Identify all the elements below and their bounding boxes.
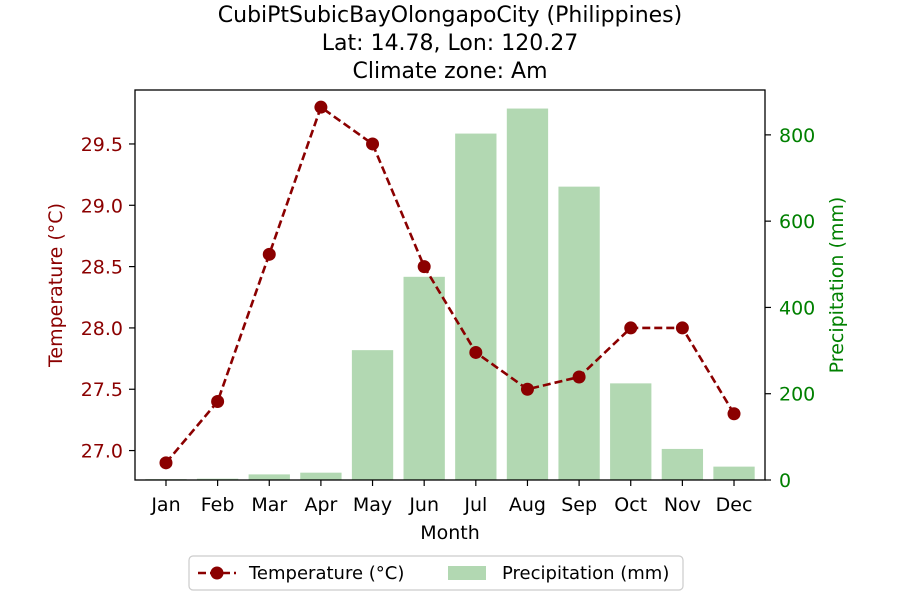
plot-frame (134, 89, 766, 481)
precipitation-bar (403, 276, 445, 480)
precipitation-bar (300, 472, 342, 480)
precipitation-bar (455, 133, 497, 481)
precipitation-tick-label: 200 (779, 384, 815, 406)
month-tick-label: Oct (614, 494, 647, 516)
legend: Temperature (°C) Precipitation (mm) (188, 555, 684, 591)
precipitation-tick-label: 0 (779, 470, 791, 492)
legend-box (188, 555, 684, 591)
temperature-point (469, 345, 483, 359)
title-line: CubiPtSubicBayOlongapoCity (Philippines) (218, 3, 682, 28)
temperature-tick-label: 28.0 (81, 318, 123, 340)
temperature-point (520, 382, 534, 396)
legend-temperature-marker (210, 566, 224, 580)
precipitation-bar (713, 466, 755, 480)
precipitation-bar (506, 108, 549, 480)
precipitation-axis-label: Precipitation (mm) (826, 197, 848, 374)
precipitation-bar (558, 186, 600, 481)
precipitation-bar (661, 448, 704, 480)
temperature-point (314, 100, 328, 114)
month-axis: Jan Feb Mar Apr May Jun Jul Aug Sep Oct Nov Dec Mont… (150, 480, 752, 544)
precipitation-bar (610, 383, 652, 480)
temperature-tick-label: 28.5 (81, 257, 123, 279)
temperature-tick-label: 29.0 (81, 195, 123, 217)
precipitation-tick-label: 600 (779, 211, 815, 233)
month-tick-label: Jul (463, 494, 487, 516)
temperature-line (159, 100, 741, 470)
temperature-tick-label: 27.5 (81, 379, 123, 401)
temperature-tick-label: 27.0 (81, 441, 123, 463)
month-tick-label: Feb (201, 494, 235, 516)
temperature-series-line (164, 105, 736, 464)
precipitation-tick-label: 400 (779, 297, 815, 319)
temperature-tick-label: 29.5 (81, 134, 123, 156)
temperature-point (262, 247, 276, 261)
temperature-axis-label: Temperature (°C) (45, 203, 67, 368)
temperature-point (211, 395, 225, 409)
precipitation-bar (248, 474, 290, 480)
legend-precipitation-label: Precipitation (mm) (502, 563, 669, 584)
temperature-point (624, 321, 638, 335)
precipitation-tick-label: 800 (779, 125, 815, 147)
precipitation-axis: 0 200 400 600 800 Precipitation (mm) (765, 125, 848, 492)
temperature-point (727, 407, 741, 421)
legend-temperature-label: Temperature (°C) (248, 563, 404, 584)
month-tick-label: Dec (716, 494, 753, 516)
temperature-point (675, 321, 689, 335)
temperature-point (572, 370, 586, 384)
month-tick-label: May (353, 494, 392, 516)
precipitation-bar (351, 350, 394, 480)
legend-precipitation-swatch (448, 566, 486, 580)
month-tick-label: Sep (561, 494, 597, 516)
month-tick-label: Mar (251, 494, 287, 516)
title-line: Lat: 14.78, Lon: 120.27 (322, 31, 578, 56)
title-line: Climate zone: Am (352, 59, 547, 84)
temperature-point (417, 260, 431, 274)
chart-title: CubiPtSubicBayOlongapoCity (Philippines)… (218, 3, 682, 84)
month-tick-label: Nov (664, 494, 701, 516)
temperature-axis: 27.0 27.5 28.0 28.5 29.0 29.5 Temperature (°C) (45, 134, 135, 463)
month-tick-label: Jun (408, 494, 439, 516)
temperature-point (159, 456, 173, 470)
x-axis-label: Month (420, 522, 480, 544)
precipitation-bars (145, 108, 755, 481)
month-tick-label: Aug (509, 494, 546, 516)
temperature-point (366, 137, 380, 151)
month-tick-label: Jan (150, 494, 180, 516)
month-tick-label: Apr (304, 494, 337, 516)
